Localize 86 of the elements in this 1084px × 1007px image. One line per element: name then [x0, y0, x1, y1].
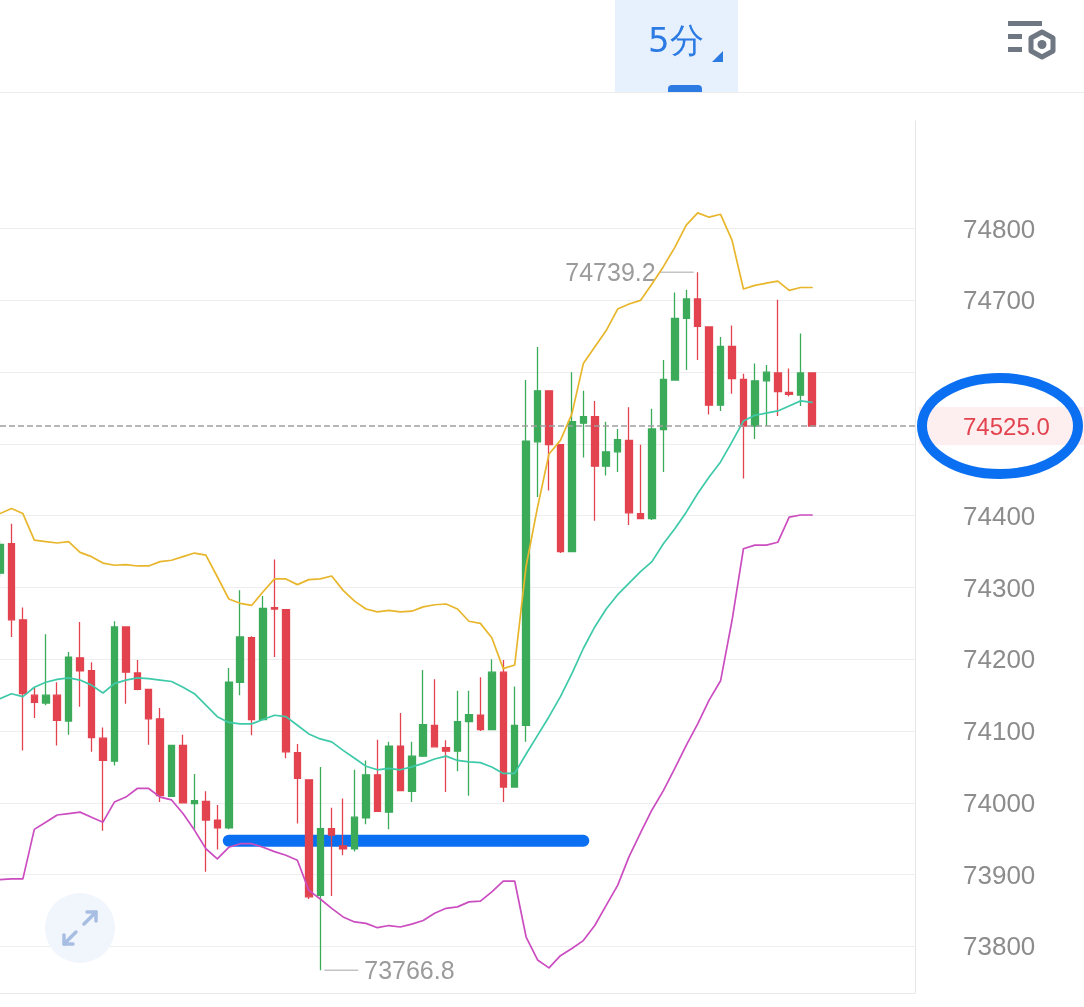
candlestick — [41, 633, 51, 706]
y-tick-label: 73900 — [963, 859, 1036, 890]
candlestick — [773, 299, 783, 417]
candlestick — [601, 421, 611, 477]
y-tick-label: 74300 — [963, 572, 1036, 603]
candlestick — [18, 606, 28, 752]
candlestick — [636, 444, 645, 520]
candlestick — [579, 390, 588, 459]
candlestick — [384, 741, 394, 831]
candlestick — [544, 390, 554, 492]
candlestick — [155, 707, 165, 803]
candlestick — [739, 372, 748, 480]
candlestick — [521, 379, 531, 743]
candlestick — [316, 766, 325, 971]
candlestick — [430, 678, 439, 748]
candlestick — [327, 807, 336, 897]
candlestick — [590, 400, 600, 522]
candlestick — [350, 769, 359, 853]
candlestick — [75, 621, 85, 708]
candlestick — [499, 659, 508, 803]
candlestick — [750, 362, 760, 440]
candlestick — [7, 522, 16, 638]
candlestick — [361, 759, 371, 825]
candlestick — [624, 406, 634, 526]
candlestick — [418, 669, 428, 758]
candlestick — [567, 371, 577, 553]
candlestick — [670, 291, 680, 381]
candlestick — [556, 444, 565, 554]
y-tick-label: 74400 — [963, 500, 1036, 531]
candlestick — [144, 688, 153, 746]
candlestick — [407, 741, 417, 803]
candlestick — [30, 686, 39, 719]
candlestick — [247, 635, 256, 736]
candlestick — [64, 651, 73, 736]
candlestick — [613, 428, 622, 473]
candlestick — [784, 367, 794, 398]
candlestick — [121, 626, 131, 705]
candlestick — [704, 326, 714, 416]
candlestick — [464, 690, 474, 797]
candlestick — [338, 797, 348, 856]
candlestick — [201, 790, 211, 873]
candlestick — [258, 595, 268, 721]
candlestick — [510, 685, 519, 788]
ref-line-label: 74525.0 — [963, 412, 1050, 440]
candlestick — [762, 364, 771, 427]
candlestick — [110, 620, 119, 767]
candlestick — [133, 659, 142, 691]
candlestick — [441, 739, 451, 793]
candlestick — [52, 681, 62, 747]
line-series — [0, 400, 813, 775]
candlestick — [224, 667, 234, 831]
candlestick — [807, 372, 817, 427]
candlestick — [373, 739, 382, 813]
candlestick — [178, 733, 188, 804]
candlestick — [533, 346, 542, 498]
y-tick-label: 74800 — [963, 213, 1036, 244]
candlestick — [453, 690, 462, 772]
candlestick — [796, 332, 805, 407]
y-tick-label: 74700 — [963, 285, 1036, 316]
candlestick — [476, 676, 485, 732]
y-tick-label: 74100 — [963, 716, 1036, 747]
candlestick — [281, 609, 291, 759]
text: 5分 — [648, 20, 704, 60]
candlestick — [659, 359, 668, 473]
candlestick — [396, 712, 405, 792]
candlestick — [716, 336, 725, 412]
annotation: 73766.8 — [364, 956, 455, 985]
candlestick — [693, 271, 702, 361]
candlestick — [167, 744, 176, 797]
candlestick — [304, 779, 314, 900]
candlestick — [682, 289, 691, 371]
candlestick — [270, 558, 279, 658]
candlestick — [87, 661, 96, 753]
candlestick — [647, 408, 657, 521]
candlestick — [190, 773, 199, 830]
annotation: 74739.2 — [565, 258, 656, 287]
candlestick — [213, 804, 222, 851]
candlestick — [235, 589, 245, 696]
y-tick-label: 73800 — [963, 931, 1036, 962]
y-tick-label: 74200 — [963, 644, 1036, 675]
candlestick — [98, 726, 108, 832]
y-tick-label: 74000 — [963, 787, 1036, 818]
candlestick — [293, 743, 302, 825]
line-series — [0, 212, 813, 670]
candlestick — [487, 658, 497, 731]
candlestick — [727, 324, 737, 395]
